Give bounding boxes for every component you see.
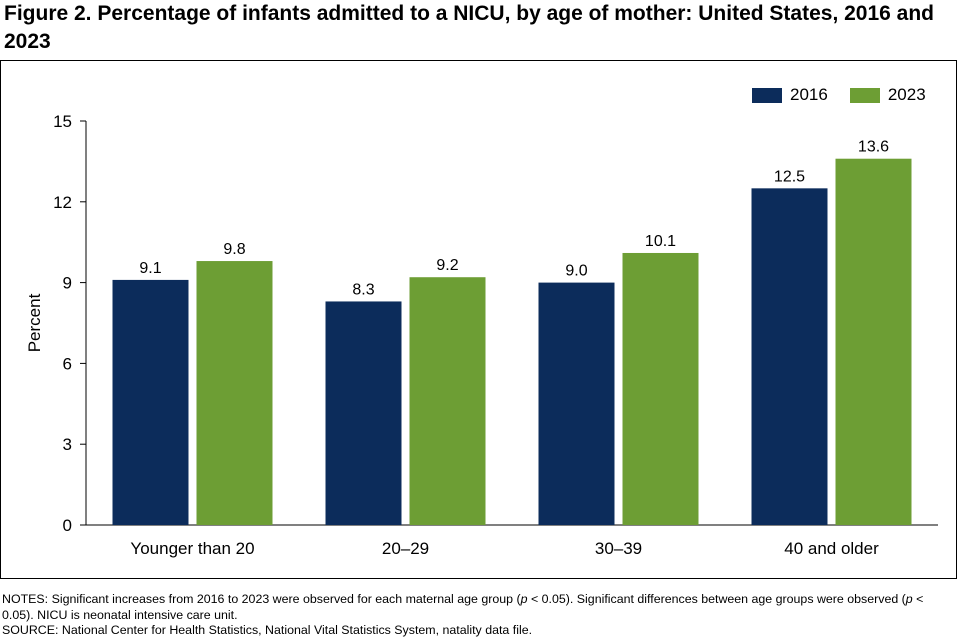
- bar-2023-1: [196, 261, 273, 525]
- notes-part-2: < 0.05). Significant differences between…: [527, 592, 906, 606]
- chart-frame: [0, 60, 957, 579]
- notes-part-1: NOTES: Significant increases from 2016 t…: [2, 592, 521, 606]
- source-text: SOURCE: National Center for Health Stati…: [2, 623, 533, 637]
- bar-2016-4: [751, 188, 828, 526]
- y-axis-label: Percent: [25, 293, 44, 352]
- chart-notes: NOTES: Significant increases from 2016 t…: [2, 592, 957, 639]
- x-tick-label: 30–39: [595, 539, 642, 558]
- notes-text: NOTES: Significant increases from 2016 t…: [2, 592, 957, 623]
- data-label-2016-2: 8.3: [352, 281, 374, 298]
- y-tick-label: 3: [63, 435, 72, 454]
- legend-swatch-2023: [849, 87, 880, 103]
- legend-label-2023: 2023: [887, 85, 926, 104]
- bar-2023-3: [622, 252, 699, 525]
- x-tick-label: 20–29: [382, 539, 429, 558]
- y-tick-label: 0: [63, 516, 72, 535]
- data-label-2023-2: 9.2: [436, 257, 458, 274]
- legend-item-2016: 2016: [752, 85, 828, 105]
- notes-p-1: p: [520, 592, 528, 606]
- legend-item-2023: 2023: [849, 85, 926, 105]
- notes-part-3: < 0.05). NICU is neonatal intensive care…: [2, 592, 924, 622]
- bar-2023-4: [835, 158, 912, 525]
- legend-swatch-2016: [752, 87, 782, 103]
- bar-2023-2: [409, 277, 486, 525]
- notes-p-2: p: [905, 592, 913, 606]
- data-label-2016-4: 12.5: [774, 168, 805, 185]
- bar-2016-2: [325, 301, 402, 525]
- bar-2016-3: [538, 282, 615, 525]
- data-label-2016-1: 9.1: [139, 260, 161, 277]
- x-tick-label: 40 and older: [784, 539, 879, 558]
- y-tick-label: 12: [53, 193, 72, 212]
- bar-2016-1: [112, 279, 189, 525]
- data-label-2016-3: 9.0: [565, 263, 587, 280]
- data-label-2023-3: 10.1: [645, 233, 676, 250]
- chart-title: Figure 2. Percentage of infants admitted…: [4, 2, 935, 53]
- y-tick-label: 15: [53, 112, 72, 131]
- legend-label-2016: 2016: [790, 85, 828, 104]
- chart-legend: 2016 2023: [752, 85, 926, 105]
- data-label-2023-1: 9.8: [223, 241, 245, 258]
- data-label-2023-4: 13.6: [858, 139, 889, 156]
- y-tick-label: 6: [63, 354, 72, 373]
- y-tick-label: 9: [63, 274, 72, 293]
- x-tick-label: Younger than 20: [130, 539, 254, 558]
